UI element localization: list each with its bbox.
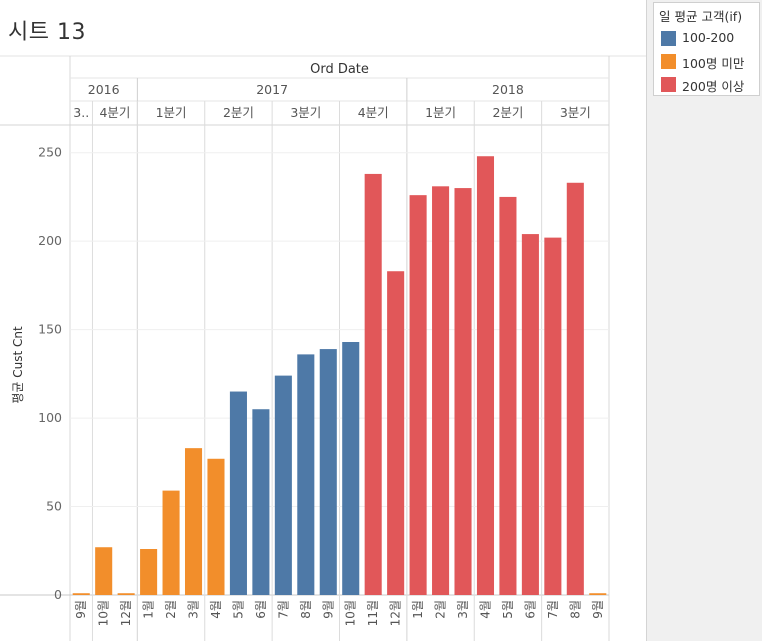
x-tick-label: 10월 <box>344 600 358 626</box>
y-tick-label: 250 <box>38 145 62 160</box>
bar-3 <box>184 448 203 595</box>
x-tick-label: 5월 <box>501 600 515 619</box>
bar-6 <box>252 409 270 595</box>
bar-9 <box>589 593 607 595</box>
x-tick-label: 9월 <box>591 600 605 619</box>
bar-1 <box>140 549 158 595</box>
x-tick-label: 3월 <box>187 600 201 619</box>
quarter-header: 1분기 <box>156 105 187 120</box>
right-side-panel <box>646 0 762 641</box>
x-tick-label: 9월 <box>74 600 88 619</box>
sheet-title: 시트 13 <box>8 20 86 45</box>
legend-title: 일 평균 고객(if) <box>659 9 743 24</box>
bar-1 <box>409 195 427 595</box>
x-tick-label: 1월 <box>411 600 425 619</box>
bar-10 <box>342 342 360 595</box>
x-tick-label: 7월 <box>546 600 560 619</box>
quarter-header: 4분기 <box>358 105 389 120</box>
bar-5 <box>229 391 247 595</box>
quarter-header: 4분기 <box>99 105 130 120</box>
bar-3 <box>454 188 472 596</box>
legend-label: 200명 이상 <box>682 79 745 94</box>
x-tick-label: 2월 <box>164 600 178 619</box>
bar-7 <box>274 375 292 595</box>
legend-label: 100명 미만 <box>682 56 745 71</box>
y-tick-label: 0 <box>54 587 62 602</box>
x-tick-label: 12월 <box>119 600 133 626</box>
bar-11 <box>364 173 382 595</box>
year-header: 2017 <box>256 82 288 97</box>
x-tick-label: 11월 <box>366 600 380 626</box>
bar-10 <box>95 547 113 595</box>
bar-8 <box>297 354 315 595</box>
x-tick-label: 6월 <box>254 600 268 619</box>
legend-label: 100-200 <box>682 30 735 45</box>
quarter-header: 1분기 <box>425 105 456 120</box>
bar-9 <box>72 593 90 595</box>
year-header: 2018 <box>492 82 524 97</box>
y-tick-label: 200 <box>38 233 62 248</box>
x-tick-label: 4월 <box>478 600 492 619</box>
year-header: 2016 <box>88 82 120 97</box>
x-tick-label: 6월 <box>523 600 537 619</box>
bar-7 <box>544 237 562 595</box>
x-tick-label: 4월 <box>209 600 223 619</box>
quarter-header: 2분기 <box>492 105 523 120</box>
x-tick-label: 1월 <box>142 600 156 619</box>
color-legend[interactable]: 일 평균 고객(if) 100-200 100명 미만 200명 이상 <box>653 2 760 96</box>
bar-12 <box>117 593 135 595</box>
quarter-header: 3.. <box>73 105 89 120</box>
bar-5 <box>499 196 517 595</box>
x-tick-label: 9월 <box>321 600 335 619</box>
x-tick-label: 8월 <box>568 600 582 619</box>
quarter-header: 3분기 <box>290 105 321 120</box>
quarter-header: 2분기 <box>223 105 254 120</box>
x-tick-label: 5월 <box>231 600 245 619</box>
x-tick-label: 7월 <box>276 600 290 619</box>
bar-6 <box>521 234 539 596</box>
bar-8 <box>566 182 584 595</box>
x-tick-label: 10월 <box>97 600 111 626</box>
legend-swatch <box>661 31 676 46</box>
legend-swatch <box>661 54 676 69</box>
y-axis-title: 평균 Cust Cnt <box>11 326 25 404</box>
bar-2 <box>162 490 180 595</box>
x-tick-label: 8월 <box>299 600 313 619</box>
bar-9 <box>319 349 337 595</box>
bar-4 <box>207 458 225 595</box>
bar-chart: Ord Date 2016 2017 2018 3.. 4분기 1분기 2분기 3분기 4분기 1분… <box>0 55 646 641</box>
y-tick-label: 150 <box>38 322 62 337</box>
legend-swatch <box>661 77 676 92</box>
x-tick-label: 3월 <box>456 600 470 619</box>
bar-12 <box>387 271 405 595</box>
y-tick-label: 50 <box>46 499 62 514</box>
bar-4 <box>476 156 495 595</box>
bar-2 <box>432 186 450 596</box>
x-tick-label: 2월 <box>434 600 448 619</box>
column-header-label: Ord Date <box>310 62 369 77</box>
x-tick-label: 12월 <box>389 600 403 626</box>
quarter-header: 3분기 <box>560 105 591 120</box>
y-tick-label: 100 <box>38 410 62 425</box>
